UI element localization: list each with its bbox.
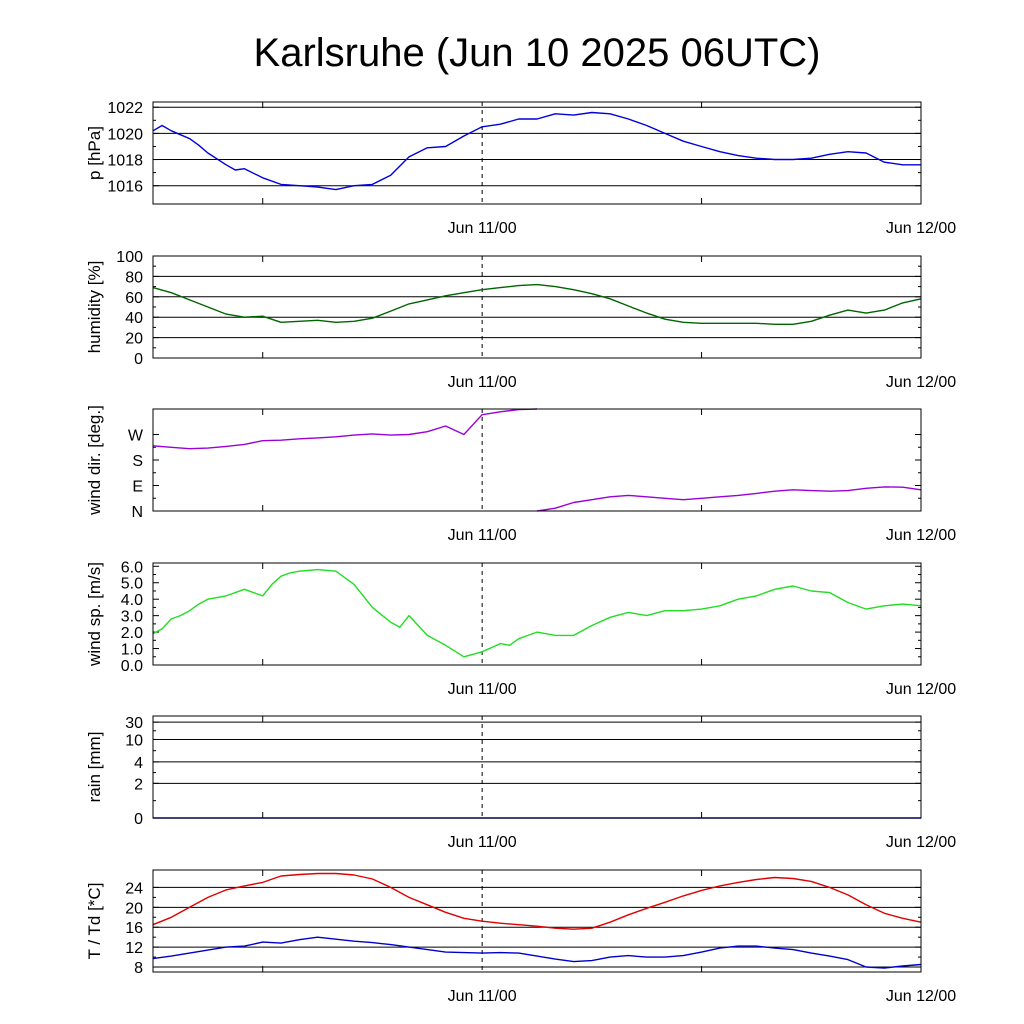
y-axis-label: wind sp. [m/s] bbox=[85, 562, 104, 667]
x-tick-label: Jun 12/00 bbox=[886, 681, 956, 698]
series-line-temperature_dewpoint-0 bbox=[152, 872, 922, 930]
plot-frame bbox=[152, 562, 922, 666]
y-tick-label: 4.0 bbox=[121, 592, 143, 609]
y-tick-label: 1020 bbox=[107, 126, 143, 143]
y-axis-label: T / Td [*C] bbox=[85, 883, 104, 960]
y-tick-label: 4 bbox=[134, 755, 143, 772]
y-tick-label: 0.0 bbox=[121, 658, 143, 675]
x-tick-label: Jun 12/00 bbox=[886, 988, 956, 1005]
x-tick-label: Jun 11/00 bbox=[448, 220, 517, 237]
x-tick-label: Jun 12/00 bbox=[886, 220, 956, 237]
x-tick-label: Jun 11/00 bbox=[448, 834, 517, 851]
y-tick-label: 6.0 bbox=[121, 559, 143, 576]
y-tick-label: 20 bbox=[125, 900, 143, 917]
x-tick-label: Jun 11/00 bbox=[448, 374, 517, 391]
series-line-wind_speed-0 bbox=[152, 568, 922, 658]
series-line-pressure-0 bbox=[152, 111, 921, 191]
y-tick-label: 1.0 bbox=[121, 642, 143, 659]
series-line-wind_direction-0 bbox=[152, 408, 538, 450]
y-tick-label: 80 bbox=[125, 269, 143, 286]
plot-frame bbox=[152, 869, 922, 973]
y-tick-label: N bbox=[131, 504, 143, 521]
y-tick-label: 1022 bbox=[107, 100, 143, 117]
y-axis-label: wind dir. [deg.] bbox=[85, 405, 104, 516]
y-tick-label: 60 bbox=[125, 290, 143, 307]
y-tick-label: 2.0 bbox=[121, 625, 143, 642]
y-tick-label: 1018 bbox=[107, 153, 143, 170]
y-axis-label: p [hPa] bbox=[85, 126, 104, 180]
x-tick-label: Jun 11/00 bbox=[448, 527, 517, 544]
plot-frame bbox=[152, 255, 922, 359]
y-tick-label: 12 bbox=[125, 940, 143, 957]
y-tick-label: 0 bbox=[134, 811, 143, 828]
x-tick-label: Jun 12/00 bbox=[886, 527, 956, 544]
x-tick-label: Jun 12/00 bbox=[886, 374, 956, 391]
plot-frame bbox=[152, 408, 922, 512]
x-tick-label: Jun 11/00 bbox=[448, 988, 517, 1005]
series-line-temperature_dewpoint-1 bbox=[152, 936, 922, 969]
y-tick-label: 16 bbox=[125, 920, 143, 937]
y-tick-label: 8 bbox=[134, 960, 143, 977]
series-line-humidity-0 bbox=[152, 283, 922, 325]
y-tick-label: 5.0 bbox=[121, 576, 143, 593]
panel-wind_speed: 0.01.02.03.04.05.06.0 wind sp. [m/s] Jun 1… bbox=[85, 559, 956, 698]
plot-frame bbox=[152, 715, 922, 819]
y-axis-label: humidity [%] bbox=[85, 261, 104, 354]
y-tick-label: E bbox=[132, 479, 143, 496]
y-tick-label: S bbox=[132, 453, 143, 470]
y-tick-label: 24 bbox=[125, 880, 143, 897]
plot-frame bbox=[152, 101, 922, 205]
y-axis-label: rain [mm] bbox=[85, 732, 104, 803]
x-tick-label: Jun 11/00 bbox=[448, 681, 517, 698]
y-tick-label: 3.0 bbox=[121, 609, 143, 626]
y-tick-label: 10 bbox=[125, 732, 143, 749]
y-tick-label: 2 bbox=[134, 776, 143, 793]
y-tick-label: W bbox=[128, 428, 144, 445]
panel-temperature_dewpoint: 8 12 16 20 24 T / Td [*C] Jun 11/00 Jun 12/00 bbox=[85, 869, 956, 1005]
y-tick-label: 0 bbox=[134, 351, 143, 368]
y-tick-label: 40 bbox=[125, 310, 143, 327]
y-tick-label: 20 bbox=[125, 331, 143, 348]
x-tick-label: Jun 12/00 bbox=[886, 834, 956, 851]
y-tick-label: 1016 bbox=[107, 179, 143, 196]
y-tick-label: 100 bbox=[116, 249, 143, 266]
series-line-wind_direction-1 bbox=[536, 486, 922, 512]
chart-title: Karlsruhe (Jun 10 2025 06UTC) bbox=[254, 31, 821, 75]
panel-humidity: 0 20 40 60 80 100 humidity [%] Jun 11/00 Jun 12/… bbox=[85, 249, 956, 391]
y-tick-label: 30 bbox=[125, 715, 143, 732]
